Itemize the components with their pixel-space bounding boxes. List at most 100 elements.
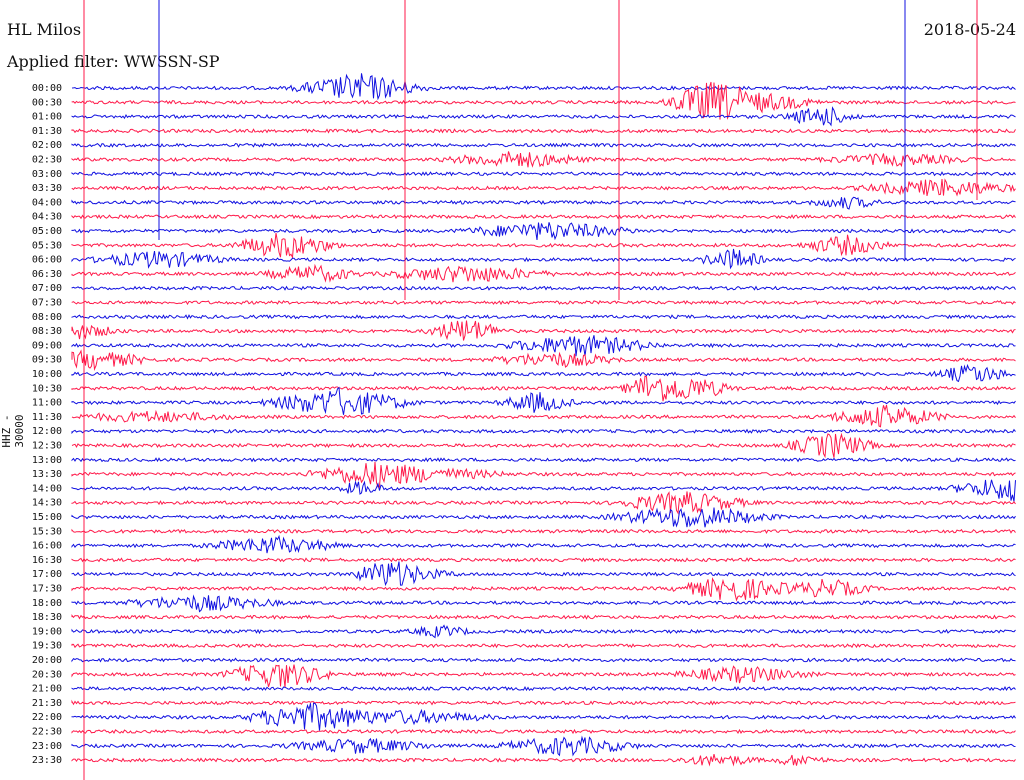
row-time-label: 08:00 <box>32 312 62 323</box>
row-time-label: 15:30 <box>32 526 62 537</box>
row-time-label: 23:30 <box>32 755 62 766</box>
row-time-label: 09:00 <box>32 340 62 351</box>
trace-line-0000 <box>71 73 1016 101</box>
trace-line-1630 <box>71 557 1016 563</box>
trace-line-0230 <box>71 151 1016 168</box>
row-time-label: 14:30 <box>32 498 62 509</box>
row-time-label: 22:00 <box>32 712 62 723</box>
row-time-label: 02:00 <box>32 140 62 151</box>
trace-line-1230 <box>71 432 1016 459</box>
row-time-label: 13:30 <box>32 469 62 480</box>
row-time-label: 17:30 <box>32 584 62 595</box>
trace-line-1100 <box>71 386 1016 415</box>
trace-line-1500 <box>71 507 1016 528</box>
row-time-label: 12:00 <box>32 426 62 437</box>
trace-line-0430 <box>71 214 1016 220</box>
trace-line-0930 <box>71 349 1016 372</box>
row-time-label: 10:30 <box>32 383 62 394</box>
trace-line-1800 <box>71 594 1016 613</box>
row-time-label: 18:30 <box>32 612 62 623</box>
trace-line-2200 <box>71 702 1016 731</box>
trace-line-0900 <box>71 335 1016 357</box>
row-time-label: 05:30 <box>32 240 62 251</box>
row-time-label: 22:30 <box>32 727 62 738</box>
row-time-label: 08:30 <box>32 326 62 337</box>
row-time-label: 07:00 <box>32 283 62 294</box>
trace-line-0200 <box>71 142 1016 148</box>
trace-line-2300 <box>71 735 1016 757</box>
trace-line-0130 <box>71 128 1016 134</box>
row-time-label: 07:30 <box>32 298 62 309</box>
row-time-label: 12:30 <box>32 441 62 452</box>
row-time-label: 00:00 <box>32 83 62 94</box>
station-title: HL Milos <box>7 20 82 39</box>
row-time-label: 21:30 <box>32 698 62 709</box>
row-time-label: 11:30 <box>32 412 62 423</box>
trace-line-2000 <box>71 657 1016 663</box>
trace-line-1730 <box>71 577 1016 602</box>
row-time-label: 13:00 <box>32 455 62 466</box>
row-time-label: 23:00 <box>32 741 62 752</box>
trace-line-2030 <box>71 664 1016 688</box>
trace-line-1930 <box>71 643 1016 649</box>
trace-line-0800 <box>71 314 1016 320</box>
trace-line-0300 <box>71 171 1016 177</box>
trace-line-0330 <box>71 178 1016 197</box>
trace-line-0700 <box>71 285 1016 291</box>
row-time-label: 14:00 <box>32 483 62 494</box>
row-time-label: 06:00 <box>32 255 62 266</box>
trace-line-1330 <box>71 461 1016 488</box>
trace-line-0730 <box>71 299 1016 306</box>
row-time-label: 21:00 <box>32 684 62 695</box>
trace-line-1530 <box>71 528 1016 534</box>
row-time-label: 19:00 <box>32 626 62 637</box>
trace-line-2130 <box>71 699 1016 706</box>
trace-line-2230 <box>71 728 1016 735</box>
trace-line-1200 <box>71 428 1016 435</box>
row-time-label: 04:00 <box>32 197 62 208</box>
trace-line-0530 <box>71 233 1016 260</box>
filter-label: Applied filter: WWSSN-SP <box>7 52 220 71</box>
trace-line-2100 <box>71 685 1016 692</box>
row-time-label: 01:30 <box>32 126 62 137</box>
trace-line-1400 <box>71 479 1016 502</box>
row-time-label: 00:30 <box>32 97 62 108</box>
row-time-label: 01:00 <box>32 112 62 123</box>
row-time-label: 06:30 <box>32 269 62 280</box>
row-time-label: 04:30 <box>32 212 62 223</box>
row-time-label: 20:00 <box>32 655 62 666</box>
row-time-label: 05:00 <box>32 226 62 237</box>
row-time-label: 17:00 <box>32 569 62 580</box>
row-time-label: 10:00 <box>32 369 62 380</box>
trace-line-2330 <box>71 753 1016 767</box>
trace-line-0600 <box>71 248 1016 270</box>
row-time-label: 09:30 <box>32 355 62 366</box>
row-time-label: 19:30 <box>32 641 62 652</box>
trace-line-1130 <box>71 404 1016 428</box>
trace-line-1700 <box>71 561 1016 587</box>
row-time-label: 03:30 <box>32 183 62 194</box>
trace-line-0500 <box>71 222 1016 241</box>
trace-line-1900 <box>71 624 1016 639</box>
row-time-label: 02:30 <box>32 155 62 166</box>
trace-line-1030 <box>71 375 1016 402</box>
row-time-label: 20:30 <box>32 669 62 680</box>
trace-line-0830 <box>71 320 1016 341</box>
row-time-label: 15:00 <box>32 512 62 523</box>
row-time-label: 16:00 <box>32 541 62 552</box>
row-time-label: 16:30 <box>32 555 62 566</box>
trace-line-0100 <box>71 106 1016 127</box>
trace-line-0630 <box>71 263 1016 283</box>
row-time-label: 11:00 <box>32 398 62 409</box>
trace-line-1600 <box>71 534 1016 554</box>
trace-line-1000 <box>71 363 1016 383</box>
trace-line-1300 <box>71 457 1016 463</box>
trace-line-0400 <box>71 196 1016 210</box>
trace-line-0030 <box>71 81 1016 120</box>
trace-line-1430 <box>71 491 1016 515</box>
date-label: 2018-05-24 <box>923 20 1016 39</box>
row-time-label: 18:00 <box>32 598 62 609</box>
trace-line-1830 <box>71 614 1016 620</box>
row-time-label: 03:00 <box>32 169 62 180</box>
